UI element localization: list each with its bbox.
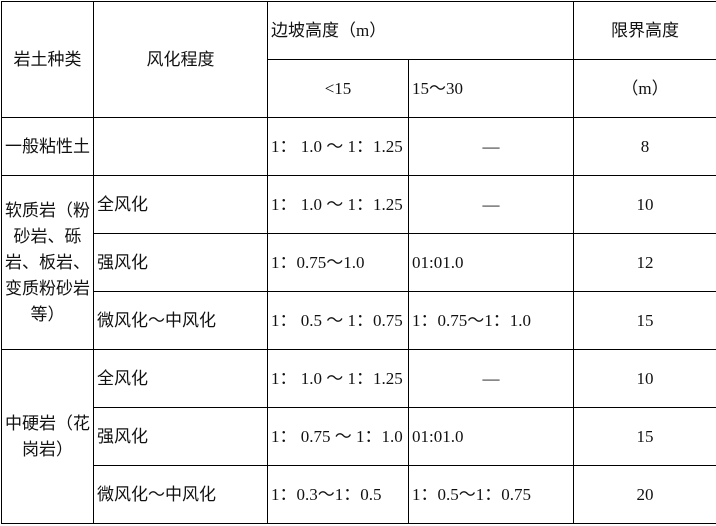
limit-cell: 10	[574, 176, 716, 234]
lt15-cell: 1： 1.0 ～ 1：1.25	[268, 118, 409, 176]
table-row: 软质岩（粉砂岩、砾岩、板岩、变质粉砂岩等） 全风化 1： 1.0 ～ 1：1.2…	[2, 176, 716, 234]
soil-type-cell: 软质岩（粉砂岩、砾岩、板岩、变质粉砂岩等）	[2, 176, 94, 350]
header-weathering: 风化程度	[94, 2, 268, 118]
lt15-cell: 1： 0.75 ～ 1：1.0	[268, 408, 409, 466]
lt15-cell: 1： 1.0 ～ 1：1.25	[268, 350, 409, 408]
soil-type-cell: 一般粘性土	[2, 118, 94, 176]
weathering-cell: 微风化～中风化	[94, 292, 268, 350]
h15-30-cell: —	[409, 118, 574, 176]
lt15-cell: 1：0.3～1：0.5	[268, 466, 409, 524]
header-soil-type: 岩土种类	[2, 2, 94, 118]
limit-cell: 20	[574, 466, 716, 524]
lt15-cell: 1： 0.5 ～ 1：0.75	[268, 292, 409, 350]
header-lt15: <15	[268, 60, 409, 118]
h15-30-cell: 1：0.5～1：0.75	[409, 466, 574, 524]
table-row: 强风化 1：0.75～1.0 01:01.0 12	[2, 234, 716, 292]
table-row: 微风化～中风化 1： 0.5 ～ 1：0.75 1：0.75～1：1.0 15	[2, 292, 716, 350]
limit-cell: 12	[574, 234, 716, 292]
lt15-cell: 1：0.75～1.0	[268, 234, 409, 292]
weathering-cell: 强风化	[94, 234, 268, 292]
lt15-cell: 1： 1.0 ～ 1：1.25	[268, 176, 409, 234]
header-15-30: 15～30	[409, 60, 574, 118]
header-limit-unit: （m）	[574, 60, 716, 118]
limit-cell: 10	[574, 350, 716, 408]
table-row: 微风化～中风化 1：0.3～1：0.5 1：0.5～1：0.75 20	[2, 466, 716, 524]
h15-30-cell: —	[409, 176, 574, 234]
limit-cell: 8	[574, 118, 716, 176]
soil-type-cell: 中硬岩（花岗岩）	[2, 350, 94, 524]
header-limit-height: 限界高度	[574, 2, 716, 60]
weathering-cell: 全风化	[94, 350, 268, 408]
weathering-cell: 强风化	[94, 408, 268, 466]
h15-30-cell: 01:01.0	[409, 234, 574, 292]
h15-30-cell: 1：0.75～1：1.0	[409, 292, 574, 350]
limit-cell: 15	[574, 292, 716, 350]
header-slope-height: 边坡高度（m）	[268, 2, 574, 60]
weathering-cell: 微风化～中风化	[94, 466, 268, 524]
table-row: 强风化 1： 0.75 ～ 1：1.0 01:01.0 15	[2, 408, 716, 466]
table-row: 中硬岩（花岗岩） 全风化 1： 1.0 ～ 1：1.25 — 10	[2, 350, 716, 408]
weathering-cell: 全风化	[94, 176, 268, 234]
limit-cell: 15	[574, 408, 716, 466]
h15-30-cell: 01:01.0	[409, 408, 574, 466]
weathering-cell	[94, 118, 268, 176]
table-row: 一般粘性土 1： 1.0 ～ 1：1.25 — 8	[2, 118, 716, 176]
h15-30-cell: —	[409, 350, 574, 408]
